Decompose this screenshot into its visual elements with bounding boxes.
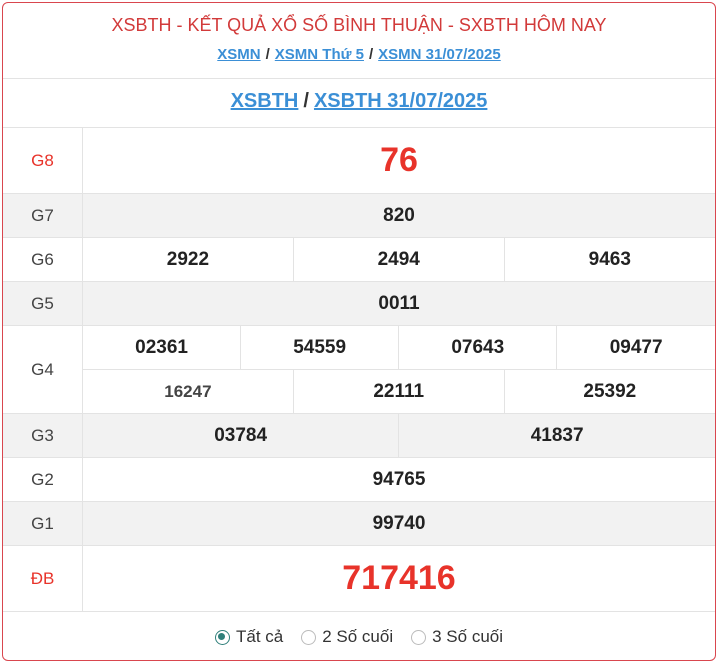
page-title: XSBTH - KẾT QUẢ XỔ SỐ BÌNH THUẬN - SXBTH…: [111, 15, 607, 35]
prize-number: 76: [82, 128, 715, 194]
prize-number: 03784: [81, 413, 400, 458]
row-g2: G2 94765: [3, 457, 715, 502]
prize-number: 0011: [82, 281, 715, 326]
prize-number: 2494: [292, 237, 505, 282]
breadcrumb-xsmn-date[interactable]: XSMN 31/07/2025: [378, 46, 501, 63]
prize-number: 2922: [82, 237, 294, 282]
prize-label: G3: [3, 413, 83, 458]
radio-checked-icon[interactable]: [214, 629, 230, 645]
prize-label: G4: [3, 325, 83, 414]
filter-label: 3 Số cuối: [432, 627, 504, 646]
filter-label: Tất cả: [235, 627, 284, 646]
prize-label: G6: [3, 237, 83, 282]
prize-label: G5: [3, 281, 83, 326]
prize-number: 25392: [503, 369, 715, 414]
filter-last-3[interactable]: 3 Số cuối: [411, 627, 503, 647]
separator: /: [303, 90, 309, 112]
row-g6: G6 2922 2494 9463: [3, 237, 715, 282]
special-prize-number: 717416: [82, 545, 715, 612]
row-g3: G3 03784 41837: [3, 413, 715, 458]
page-header: XSBTH - KẾT QUẢ XỔ SỐ BÌNH THUẬN - SXBTH…: [3, 3, 715, 79]
filter-last-2[interactable]: 2 Số cuối: [301, 627, 393, 647]
prize-number: 99740: [82, 501, 715, 546]
prize-label: G1: [3, 501, 83, 546]
radio-unchecked-icon[interactable]: [301, 629, 317, 645]
prize-number: 9463: [503, 237, 715, 282]
link-xsbth-date[interactable]: XSBTH 31/07/2025: [313, 90, 488, 112]
filter-label: 2 Số cuối: [322, 627, 394, 646]
row-g8: G8 76: [3, 128, 715, 194]
separator: /: [265, 46, 270, 63]
digit-filter: Tất cả 2 Số cuối 3 Số cuối: [3, 612, 715, 660]
prize-label: ĐB: [3, 545, 83, 612]
prize-number: 22111: [292, 369, 505, 414]
breadcrumb: XSMN / XSMN Thứ 5/XSMN 31/07/2025: [3, 46, 715, 63]
filter-all[interactable]: Tất cả: [214, 627, 284, 647]
breadcrumb-xsmn-thu5[interactable]: XSMN Thứ 5: [274, 46, 364, 63]
prize-number: 07643: [398, 325, 558, 370]
prize-number: 41837: [398, 413, 715, 458]
row-g7: G7 820: [3, 193, 715, 238]
row-g1: G1 99740: [3, 501, 715, 546]
results-table: G8 76 G7 820 G6 2922 2494 9463 G5 0011 G4 0…: [3, 128, 715, 612]
prize-label: G8: [3, 128, 83, 194]
row-g5: G5 0011: [3, 281, 715, 326]
prize-number: 94765: [82, 457, 715, 502]
breadcrumb-xsmn[interactable]: XSMN: [217, 46, 261, 63]
separator: /: [368, 46, 374, 63]
prize-number: 16247: [82, 369, 294, 414]
row-db: ĐB 717416: [3, 545, 715, 612]
radio-unchecked-icon[interactable]: [411, 629, 427, 645]
prize-number: 09477: [556, 325, 715, 370]
row-g4: G4 02361 54559 07643 09477: [3, 325, 715, 414]
prize-number: 54559: [240, 325, 400, 370]
prize-label: G2: [3, 457, 83, 502]
link-xsbth[interactable]: XSBTH: [230, 90, 299, 112]
prize-number: 02361: [81, 325, 242, 370]
prize-label: G7: [3, 193, 83, 238]
sub-header: XSBTH / XSBTH 31/07/2025: [3, 79, 715, 128]
prize-number: 820: [82, 193, 715, 238]
row-g4-b: 16247 22111 25392: [3, 369, 715, 414]
